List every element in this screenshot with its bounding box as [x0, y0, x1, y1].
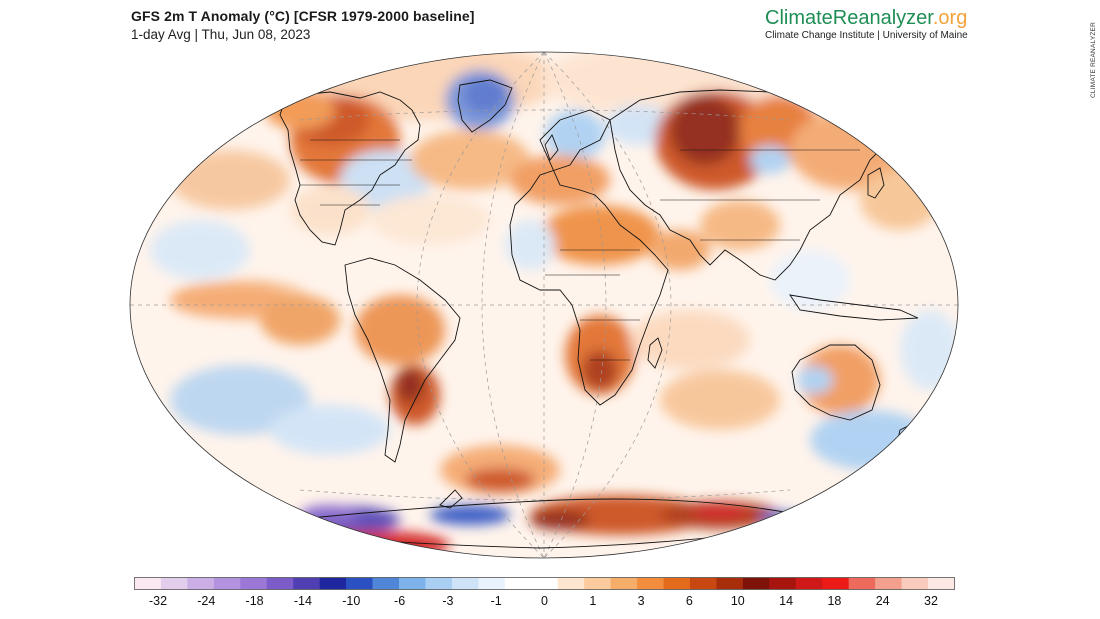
- color-scale-cell: [372, 577, 400, 590]
- brand-suffix: .org: [932, 7, 968, 29]
- graticule: [130, 52, 958, 558]
- color-scale-tick-label: 32: [924, 594, 938, 608]
- color-scale-tick-label: -3: [442, 594, 454, 608]
- color-scale-cell: [266, 577, 294, 590]
- color-scale-tick-label: 24: [875, 594, 890, 608]
- color-scale-cell: [822, 577, 849, 590]
- color-scale-tick-label: -10: [342, 594, 361, 608]
- color-scale-tick-label: 18: [827, 594, 842, 608]
- color-scale-bar: [134, 577, 955, 590]
- color-scale-cell: [399, 577, 426, 590]
- color-scale-tick-label: 1: [589, 594, 597, 608]
- color-scale-tick-label: -6: [394, 594, 406, 608]
- color-scale-tick-label: -18: [245, 594, 264, 608]
- color-scale-cell: [928, 577, 955, 590]
- globe-outline: [129, 51, 959, 559]
- color-scale-tick-label: -24: [197, 594, 216, 608]
- map-subtitle: 1-day Avg | Thu, Jun 08, 2023: [131, 27, 311, 42]
- color-scale-cell: [504, 577, 532, 590]
- color-scale-cell: [742, 577, 770, 590]
- color-scale-cell: [663, 577, 691, 590]
- color-scale-cell: [293, 577, 320, 590]
- color-scale-cell: [531, 577, 559, 590]
- color-scale-cell: [425, 577, 453, 590]
- brand-logo[interactable]: ClimateReanalyzer.org: [765, 7, 967, 30]
- color-scale-cell: [901, 577, 929, 590]
- color-scale-cell: [187, 577, 215, 590]
- color-scale-cell: [346, 577, 373, 590]
- color-scale-cell: [848, 577, 876, 590]
- color-scale-cell: [875, 577, 902, 590]
- map-title: GFS 2m T Anomaly (°C) [CFSR 1979-2000 ba…: [131, 8, 475, 24]
- color-scale-cell: [478, 577, 506, 590]
- color-scale-cell: [610, 577, 638, 590]
- brand-tagline: Climate Change Institute | University of…: [765, 30, 968, 41]
- color-scale-tick-label: 0: [541, 594, 548, 608]
- color-scale-cell: [451, 577, 479, 590]
- color-scale-tick-label: -32: [148, 594, 168, 608]
- color-scale-tick-label: 6: [685, 594, 693, 608]
- color-scale-cell: [795, 577, 823, 590]
- color-scale-cell: [134, 577, 162, 590]
- color-scale-cell: [689, 577, 717, 590]
- color-scale-cell: [584, 577, 611, 590]
- color-scale-tick-label: 3: [637, 594, 645, 608]
- color-scale-cell: [240, 577, 268, 590]
- color-scale-cell: [716, 577, 744, 590]
- color-scale-tick-label: 10: [730, 594, 745, 608]
- brand-name: ClimateReanalyzer: [765, 7, 933, 29]
- color-scale-cell: [213, 577, 241, 590]
- color-scale-tick-label: -14: [293, 594, 312, 608]
- color-scale-tick-label: 14: [779, 594, 794, 608]
- color-scale-tick-label: -1: [490, 594, 502, 608]
- color-scale-cell: [637, 577, 664, 590]
- color-scale-cell: [160, 577, 188, 590]
- anomaly-field: [130, 52, 958, 558]
- color-scale-cell: [769, 577, 797, 590]
- color-scale-cell: [319, 577, 347, 590]
- color-scale-cell: [557, 577, 585, 590]
